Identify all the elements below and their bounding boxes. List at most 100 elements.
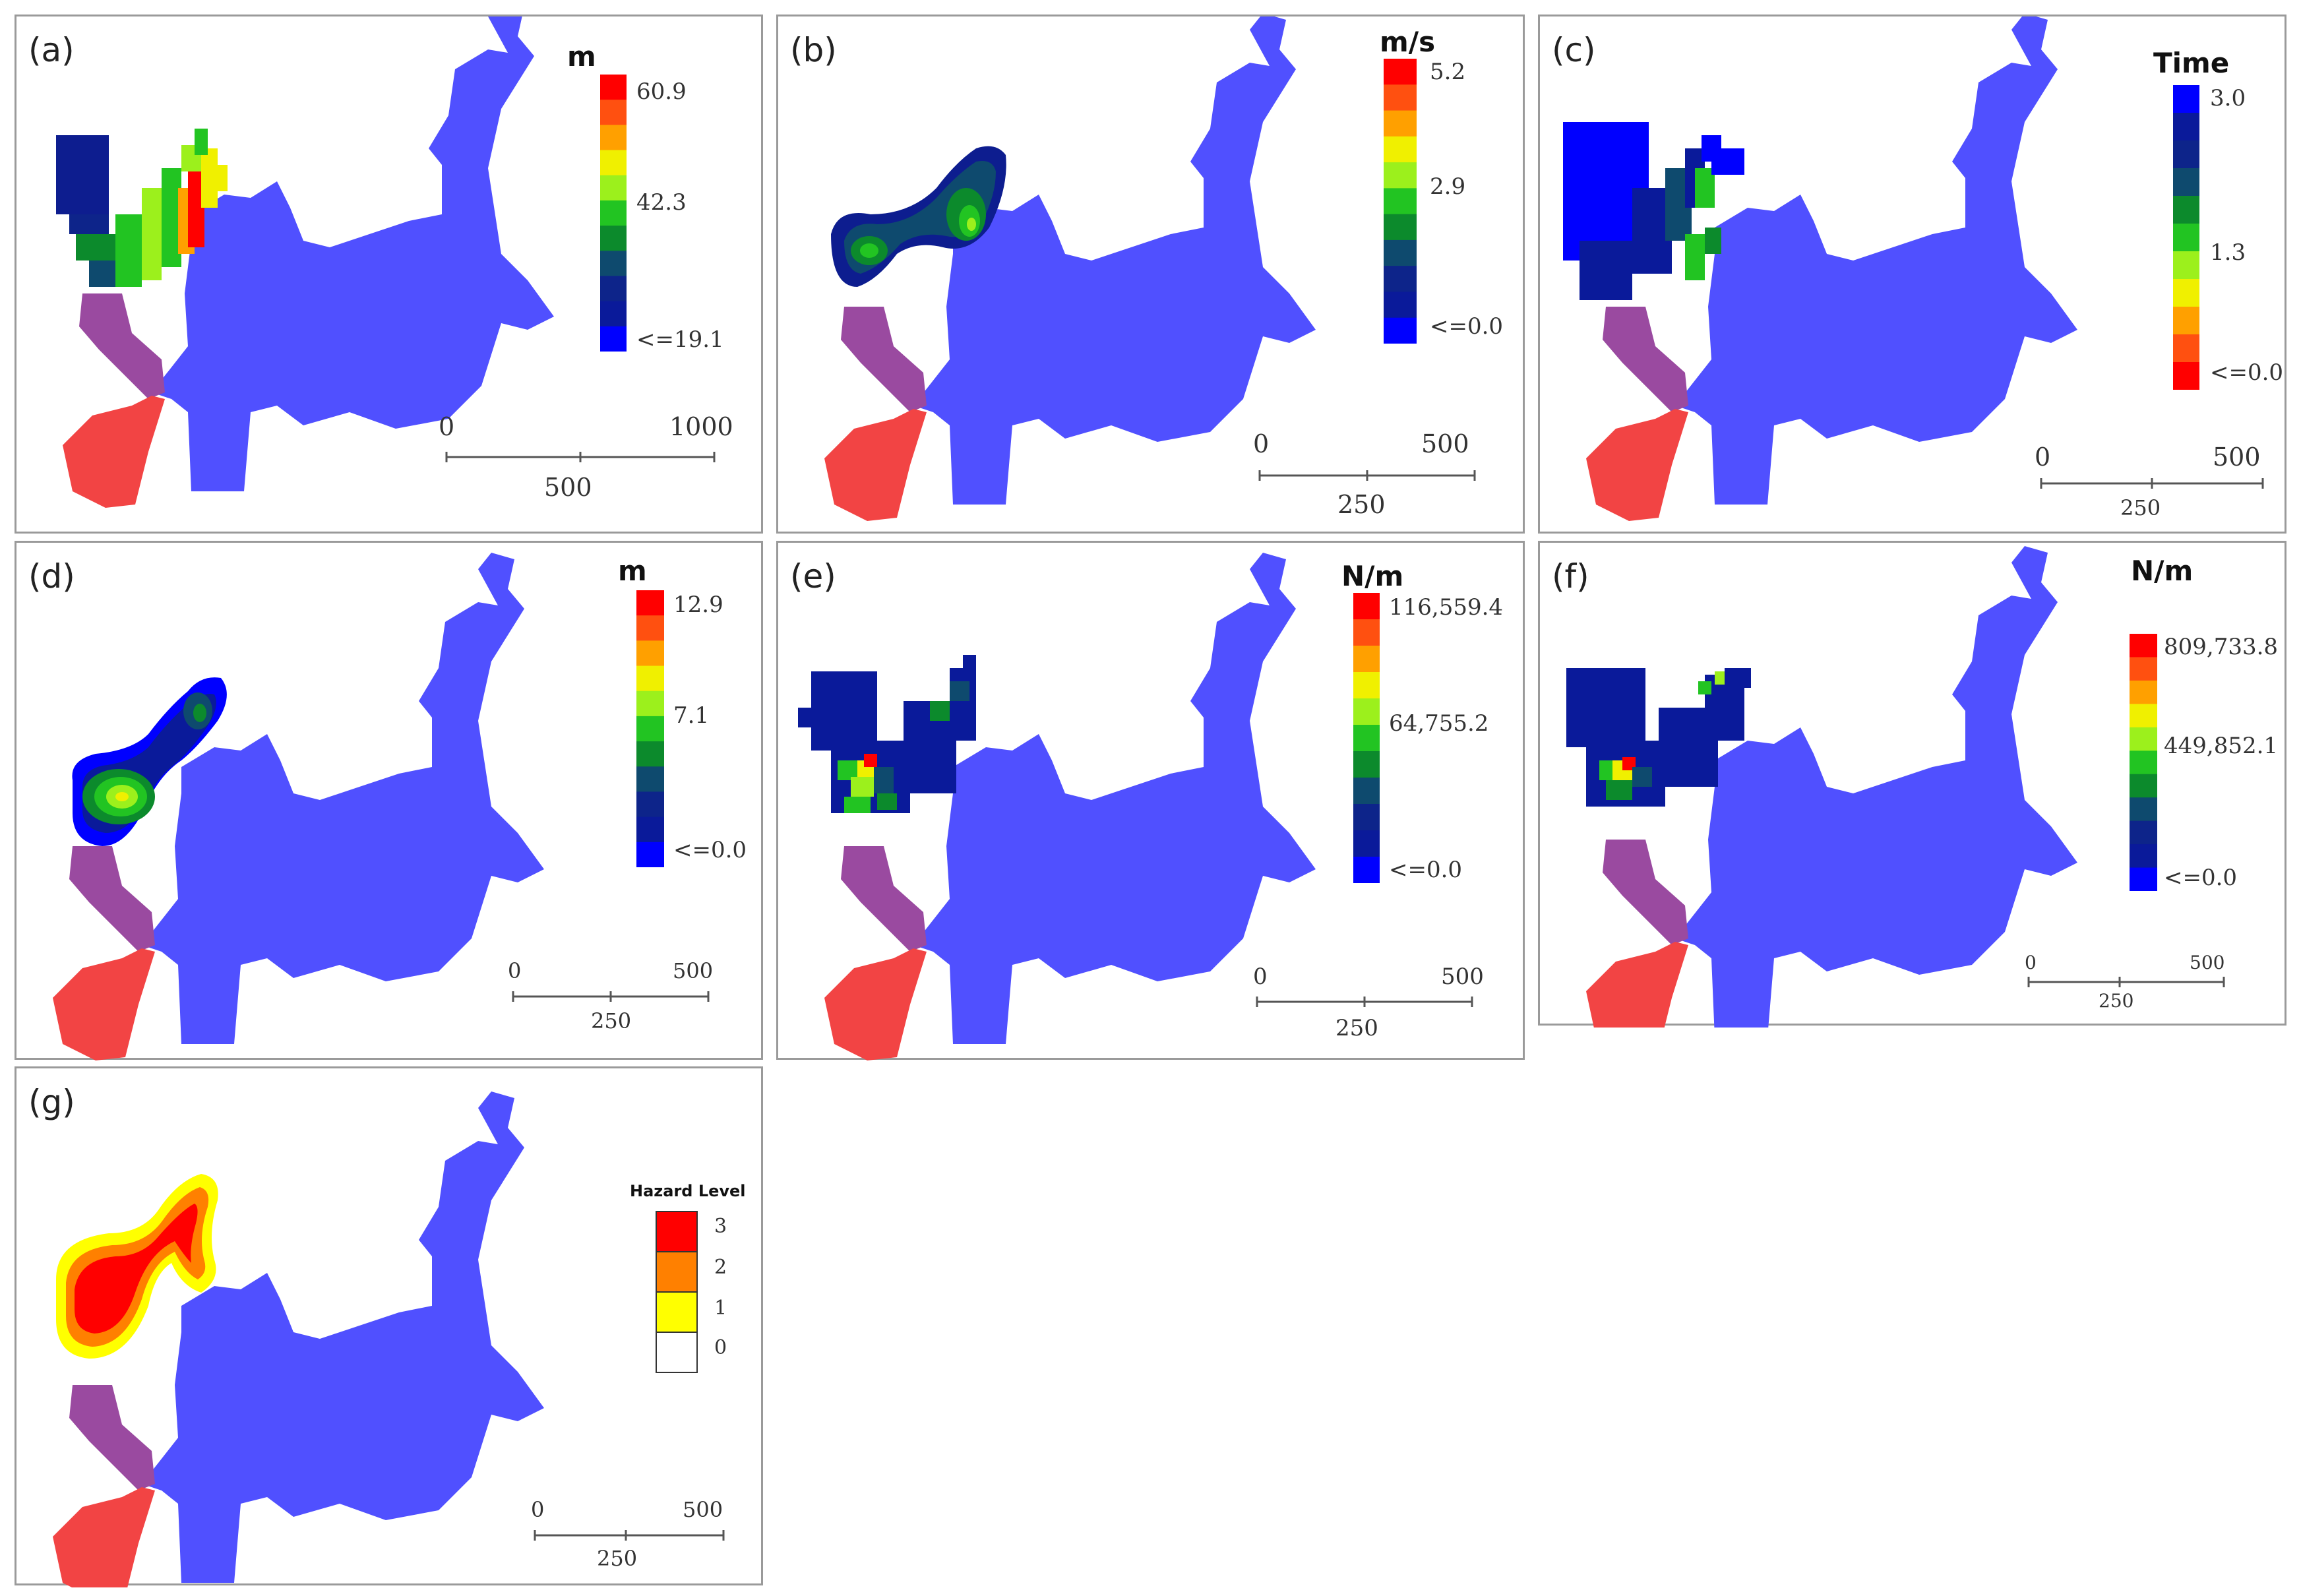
map-d [53,553,544,1060]
legend-unit: m [618,555,647,587]
legend-tick-3: 3 [714,1215,727,1238]
pixel-field-f [1566,668,1751,807]
scale-mid: 250 [2099,990,2134,1012]
colorbar-swatch [2130,751,2157,775]
colorbar-swatch [636,741,664,767]
legend-tick-mid: 1.3 [2210,239,2246,266]
map-g [53,1091,544,1587]
legend-tick-min: <=19.1 [636,326,724,353]
colorbar-swatch [2173,251,2199,280]
scale-bar: 0 500 250 [2035,443,2285,535]
scale-right: 500 [2190,952,2225,973]
legend-unit: N/m [2131,555,2194,587]
colorbar-swatch [636,791,664,818]
legend-tick-mid: 42.3 [636,189,687,216]
colorbar-swatch [600,326,627,352]
scale-right: 1000 [669,412,733,441]
colorbar-swatch [1384,84,1417,111]
scale-line [1258,470,1476,481]
map-panel-b: (b) m/s 5.2 2.9 <=0.0 0 500 250 [776,15,1525,534]
colorbar-swatch [636,665,664,692]
legend-tick-min: <=0.0 [1389,857,1463,883]
legend-tick-min: <=0.0 [673,837,747,863]
colorbar-swatch [600,226,627,251]
pixel-field-a [56,129,228,287]
colorbar-swatch [1353,778,1380,805]
colorbar-swatch [2173,334,2199,363]
scale-right: 500 [1421,429,1469,458]
legend-colorbar [600,75,627,352]
legend-tick-mid: 64,755.2 [1389,710,1489,737]
depth-blob-d [72,677,227,846]
colorbar-swatch [2130,680,2157,704]
scale-line [1256,997,1473,1007]
legend-tick-max: 116,559.4 [1389,594,1504,621]
legend-colorbar [1384,59,1417,344]
colorbar-swatch [600,125,627,151]
map-b [824,16,1316,521]
hazard-swatch [656,1291,698,1333]
colorbar-swatch [2130,867,2157,891]
colorbar-swatch [1384,292,1417,319]
panel-label: (g) [28,1083,75,1121]
colorbar-swatch [2173,362,2199,390]
colorbar-swatch [636,691,664,717]
legend-tick-0: 0 [714,1336,727,1359]
colorbar-swatch [2130,727,2157,751]
colorbar-swatch [600,150,627,176]
legend-unit: N/m [1341,560,1404,592]
scale-left: 0 [2035,443,2051,472]
legend-unit: m [567,40,596,73]
colorbar-swatch [1353,830,1380,857]
hazard-swatch [656,1332,698,1373]
scale-mid: 250 [1335,1015,1378,1041]
legend-tick-min: <=0.0 [2164,865,2238,891]
panel-label: (f) [1552,557,1589,596]
scale-mid: 500 [544,473,592,502]
colorbar-swatch [2173,307,2199,335]
colorbar-swatch [1353,857,1380,883]
colorbar-swatch [636,816,664,843]
legend-colorbar [1353,593,1380,883]
colorbar-swatch [2173,113,2199,141]
map-panel-f: (f) N/m 809,733.8 449,852.1 <=0.0 0 500 … [1538,541,2286,1028]
legend-colorbar [2130,634,2157,891]
colorbar-swatch [1353,725,1380,752]
scale-line [534,1530,725,1541]
panel-label: (e) [790,557,836,596]
scale-left: 0 [531,1497,545,1522]
panel-label: (a) [28,31,75,69]
panel-label: (c) [1552,31,1596,69]
colorbar-swatch [2173,140,2199,169]
colorbar-swatch [636,615,664,641]
legend-unit: Time [2153,47,2230,79]
colorbar-swatch [2130,657,2157,681]
colorbar-swatch [2130,704,2157,728]
scale-bar: 0 1000 500 [439,412,733,511]
legend-tick-max: 5.2 [1430,59,1466,85]
pixel-field-e [798,655,976,813]
scale-bar: 0 500 250 [2025,952,2275,1024]
colorbar-swatch [1384,110,1417,137]
colorbar-swatch [1353,593,1380,620]
colorbar-swatch [2173,279,2199,307]
legend-tick-max: 3.0 [2210,85,2246,111]
scale-mid: 250 [597,1546,638,1571]
colorbar-swatch [1384,317,1417,344]
colorbar-swatch [1384,239,1417,266]
scale-mid: 250 [2120,495,2161,520]
map-panel-d: (d) m 12.9 7.1 <=0.0 0 500 250 [15,541,763,1060]
map-panel-g: (g) Hazard Level 3 2 1 0 0 500 250 [15,1066,763,1587]
scale-bar: 0 500 250 [1253,964,1517,1062]
colorbar-swatch [1353,646,1380,673]
colorbar-swatch [600,251,627,276]
scale-mid: 250 [591,1008,632,1033]
colorbar-swatch [1353,804,1380,831]
legend-colorbar [2173,85,2199,390]
colorbar-swatch [1353,672,1380,699]
colorbar-swatch [1353,751,1380,778]
scale-line [512,991,710,1002]
colorbar-swatch [2173,224,2199,252]
scale-line [2027,977,2225,987]
scale-right: 500 [2213,443,2261,472]
